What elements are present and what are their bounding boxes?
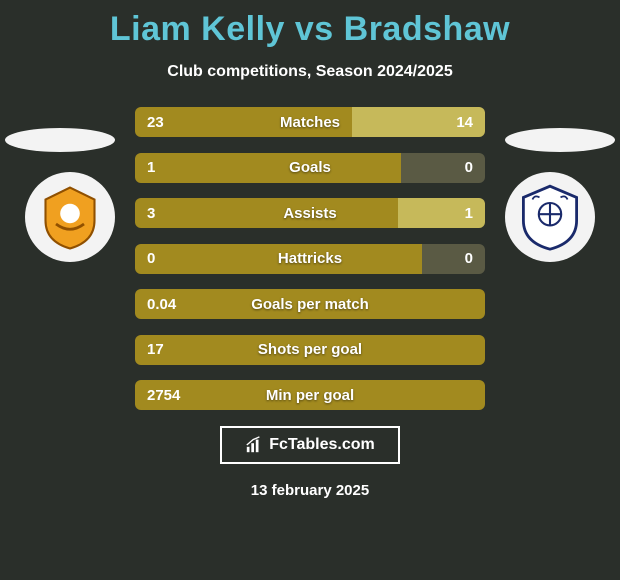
subtitle: Club competitions, Season 2024/2025 [0,63,620,81]
footer-date: 13 february 2025 [0,482,620,499]
right-team-badge [505,172,595,262]
stat-left-value: 0.04 [135,289,485,319]
stat-left-value: 1 [135,153,401,183]
stat-right-value: 14 [352,107,485,137]
stat-right-value: 1 [398,198,486,228]
stat-left-value: 0 [135,244,422,274]
left-team-badge [25,172,115,262]
stat-row: 0.04Goals per match [135,289,485,319]
stat-right-value: 0 [422,244,485,274]
right-platform-ellipse [505,128,615,152]
stat-row: 2314Matches [135,107,485,137]
stat-left-value: 3 [135,198,398,228]
stat-left-value: 17 [135,335,485,365]
tranmere-rovers-badge-icon [515,182,585,252]
stat-row: 00Hattricks [135,244,485,274]
stat-row: 17Shots per goal [135,335,485,365]
page-title: Liam Kelly vs Bradshaw [0,0,620,49]
stat-right-value: 0 [401,153,485,183]
stat-row: 2754Min per goal [135,380,485,410]
stat-left-value: 2754 [135,380,485,410]
left-platform-ellipse [5,128,115,152]
mk-dons-badge-icon [35,182,105,252]
stat-bars-container: 2314Matches 10Goals 31Assists 00Hattricks 0.… [135,107,485,410]
stat-row: 31Assists [135,198,485,228]
footer-brand-text: FcTables.com [269,436,375,454]
chart-icon [245,436,263,454]
stat-left-value: 23 [135,107,352,137]
stat-row: 10Goals [135,153,485,183]
footer-brand-box: FcTables.com [220,426,400,464]
